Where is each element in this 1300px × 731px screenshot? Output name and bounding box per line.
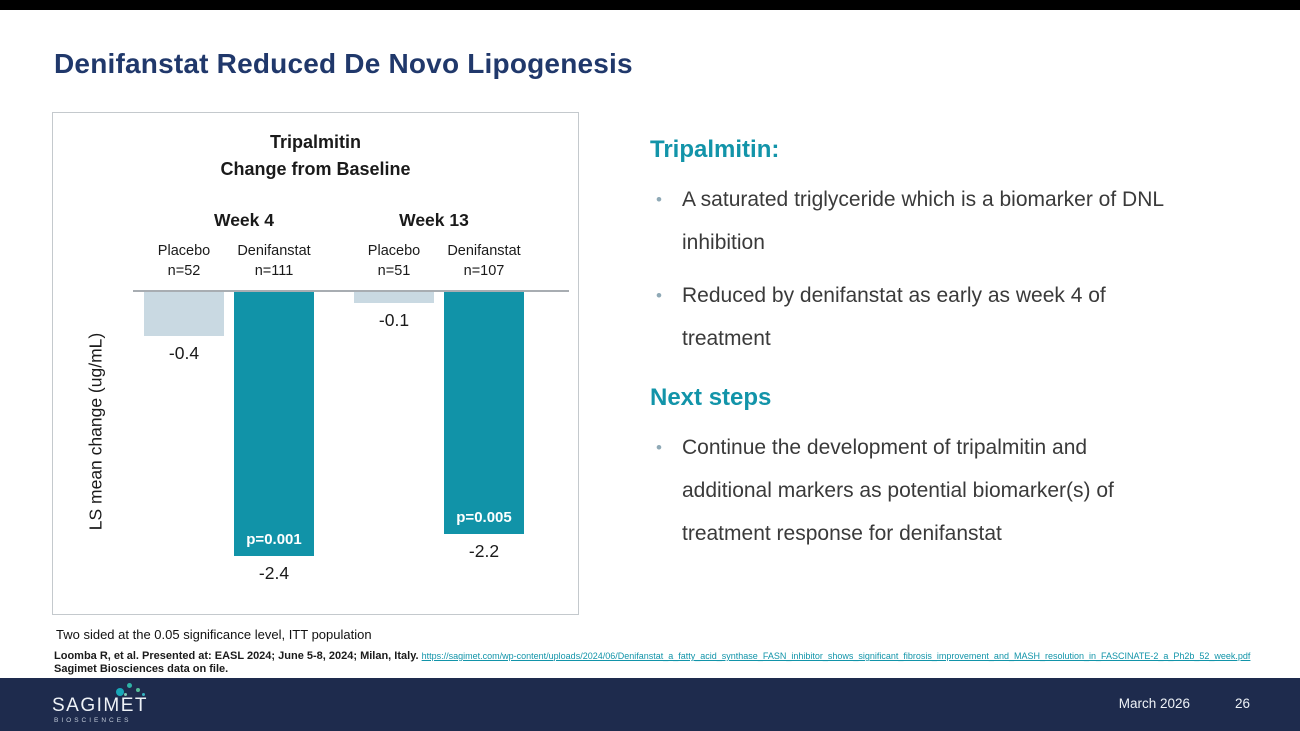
tripalmitin-bullet-list: A saturated triglyceride which is a biom… bbox=[650, 178, 1175, 360]
zero-axis-line bbox=[133, 290, 569, 292]
col-header-placebo-week13: Placebo n=51 bbox=[339, 241, 449, 281]
right-text-column: Tripalmitin: A saturated triglyceride wh… bbox=[650, 136, 1175, 565]
arm-name: Placebo bbox=[157, 243, 211, 259]
footer-date: March 2026 bbox=[1118, 696, 1190, 711]
arm-n: n=111 bbox=[254, 263, 294, 279]
molecule-dot-icon bbox=[142, 693, 145, 696]
bar-rect: p=0.005 bbox=[444, 292, 524, 534]
next-steps-heading: Next steps bbox=[650, 384, 772, 411]
p-value-label: p=0.005 bbox=[456, 509, 512, 526]
col-header-denifanstat-week4: Denifanstat n=111 bbox=[219, 241, 329, 281]
bullet-item: Continue the development of tripalmitin … bbox=[650, 426, 1175, 555]
col-header-placebo-week4: Placebo n=52 bbox=[129, 241, 239, 281]
bar-value: -2.2 bbox=[468, 541, 500, 561]
bar-rect: p=0.001 bbox=[234, 292, 314, 556]
bar-denifanstat-week13: p=0.005 -2.2 bbox=[444, 292, 524, 562]
molecule-dot-icon bbox=[116, 688, 124, 696]
bar-rect bbox=[144, 292, 224, 336]
chart-title: Tripalmitin Change from Baseline bbox=[53, 129, 578, 183]
bullet-text: Reduced by denifanstat as early as week … bbox=[682, 284, 1106, 350]
p-value-label: p=0.001 bbox=[246, 531, 302, 548]
molecule-dot-icon bbox=[124, 693, 127, 696]
arm-name: Denifanstat bbox=[447, 243, 521, 259]
citation-line2: Sagimet Biosciences data on file. bbox=[54, 663, 229, 675]
arm-n: n=51 bbox=[377, 263, 411, 279]
bullet-item: A saturated triglyceride which is a biom… bbox=[650, 178, 1175, 264]
molecule-dot-icon bbox=[127, 683, 132, 688]
bar-denifanstat-week4: p=0.001 -2.4 bbox=[234, 292, 314, 584]
arm-n: n=107 bbox=[463, 263, 505, 279]
week4-label: Week 4 bbox=[214, 210, 274, 230]
logo-wordmark: SAGIMET bbox=[52, 695, 149, 716]
arm-name: Placebo bbox=[367, 243, 421, 259]
chart-title-line1: Tripalmitin bbox=[269, 132, 361, 152]
footer-bar: SAGIMET BIOSCIENCES March 2026 26 bbox=[0, 678, 1300, 731]
slide-title: Denifanstat Reduced De Novo Lipogenesis bbox=[54, 48, 633, 79]
tripalmitin-chart: Tripalmitin Change from Baseline Week 4 … bbox=[52, 112, 579, 615]
next-steps-bullet-list: Continue the development of tripalmitin … bbox=[650, 426, 1175, 555]
chart-title-line2: Change from Baseline bbox=[220, 159, 411, 179]
bullet-item: Reduced by denifanstat as early as week … bbox=[650, 274, 1175, 360]
slide: Denifanstat Reduced De Novo Lipogenesis … bbox=[0, 10, 1300, 678]
bar-value: -0.4 bbox=[168, 343, 200, 363]
bar-value: -2.4 bbox=[258, 563, 290, 583]
arm-n: n=52 bbox=[167, 263, 201, 279]
bullet-text: Continue the development of tripalmitin … bbox=[682, 436, 1114, 545]
arm-name: Denifanstat bbox=[237, 243, 311, 259]
citation: Loomba R, et al. Presented at: EASL 2024… bbox=[54, 650, 1250, 676]
bar-placebo-week4: -0.4 bbox=[144, 292, 224, 364]
page-number: 26 bbox=[1234, 696, 1250, 711]
citation-text: Loomba R, et al. Presented at: EASL 2024… bbox=[54, 650, 419, 662]
citation-link[interactable]: https://sagimet.com/wp-content/uploads/2… bbox=[421, 651, 1251, 661]
y-axis-label: LS mean change (ug/mL) bbox=[85, 332, 106, 531]
molecule-dot-icon bbox=[136, 688, 140, 692]
bar-value: -0.1 bbox=[378, 310, 410, 330]
tripalmitin-heading: Tripalmitin: bbox=[650, 136, 780, 163]
chart-footnote: Two sided at the 0.05 significance level… bbox=[56, 627, 372, 642]
sagimet-logo: SAGIMET BIOSCIENCES bbox=[52, 683, 182, 729]
bar-rect bbox=[354, 292, 434, 303]
bar-placebo-week13: -0.1 bbox=[354, 292, 434, 331]
bullet-text: A saturated triglyceride which is a biom… bbox=[682, 188, 1164, 254]
week13-label: Week 13 bbox=[399, 210, 469, 230]
col-header-denifanstat-week13: Denifanstat n=107 bbox=[429, 241, 539, 281]
logo-subtext: BIOSCIENCES bbox=[54, 717, 132, 724]
